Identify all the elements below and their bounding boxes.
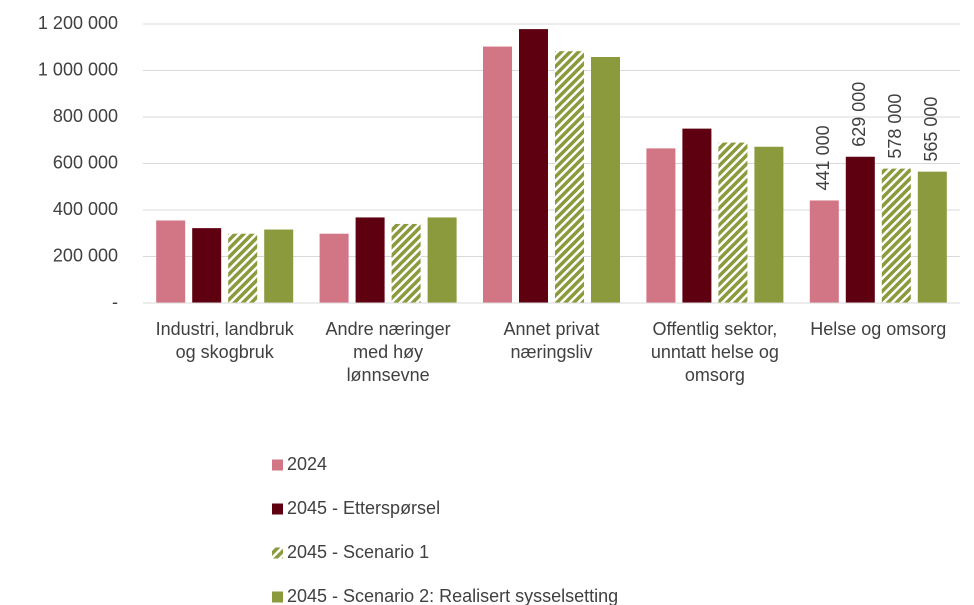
bar [809,200,839,303]
bar [391,223,421,303]
legend-label: 2045 - Etterspørsel [287,498,440,518]
bar [917,171,947,303]
y-tick-label: - [112,292,118,312]
bar [483,46,512,304]
bar [355,217,385,303]
legend-label: 2024 [287,454,327,474]
x-tick-label: Helse og omsorg [810,319,947,339]
data-label: 565 000 [921,97,941,162]
bar [881,168,911,303]
legend-swatch [272,591,283,603]
bar [319,233,349,303]
bar [682,128,712,303]
bar [192,228,222,303]
bar [646,148,676,303]
bar [845,156,875,303]
bar [519,29,548,304]
legend-swatch [272,547,283,559]
data-label: 441 000 [813,125,833,190]
x-tick-label: Offentlig sektor, unntatt helse og omsor… [650,319,779,385]
bar [156,220,186,303]
bar [427,217,457,303]
y-tick-label: 400 000 [53,199,118,219]
y-tick-label: 1 200 000 [38,13,118,33]
bar [591,57,620,303]
y-tick-label: 600 000 [53,152,118,172]
bar [754,146,784,303]
legend-label: 2045 - Scenario 2: Realisert sysselsetti… [287,586,618,605]
legend-swatch [272,459,283,471]
legend-swatch [272,503,283,515]
legend-label: 2045 - Scenario 1 [287,542,429,562]
bar [264,229,294,303]
x-tick-label: Annet privat næringsliv [503,319,600,362]
x-tick-label: Industri, landbruk og skogbruk [155,319,294,362]
data-label: 578 000 [885,94,905,159]
x-tick-label: Andre næringer med høy lønnsevne [325,319,451,385]
y-tick-label: 200 000 [53,245,118,265]
y-tick-label: 800 000 [53,106,118,126]
bar [228,233,258,303]
bar [555,51,584,303]
bar [718,142,748,303]
y-tick-label: 1 000 000 [38,59,118,79]
data-label: 629 000 [849,82,869,147]
